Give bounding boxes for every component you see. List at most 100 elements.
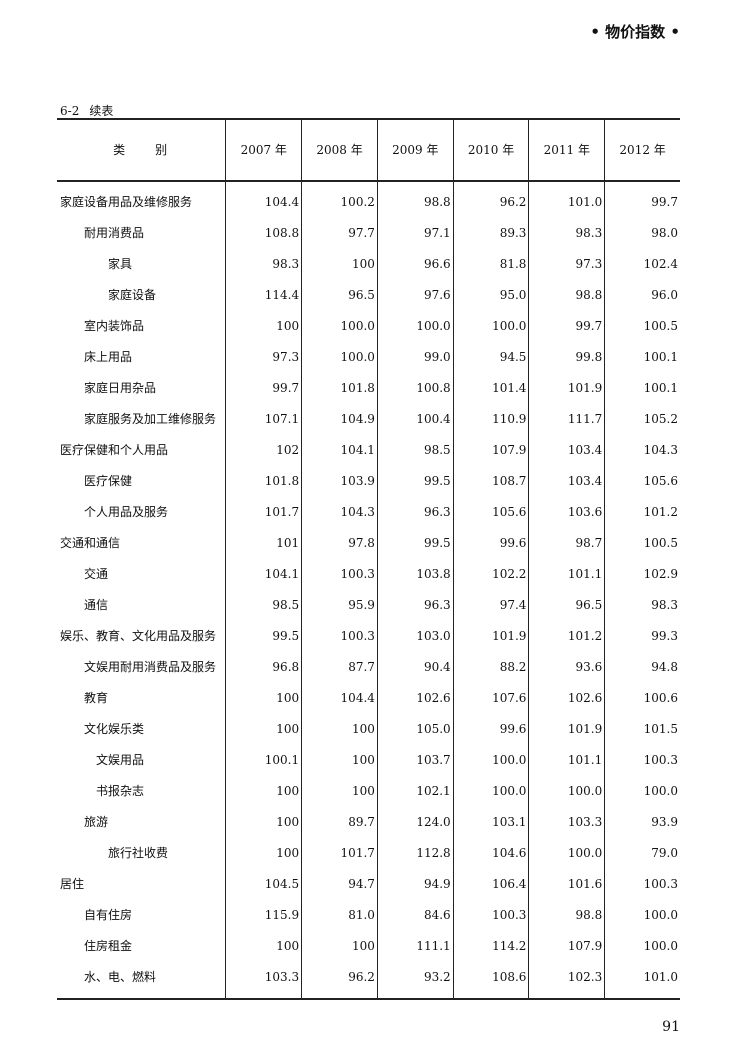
value-cell: 104.1: [225, 559, 302, 590]
category-cell: 家庭服务及加工维修服务: [57, 404, 227, 435]
year-header: 2008 年: [301, 118, 378, 182]
table-label: 6-2 续表: [57, 104, 680, 118]
value-cell: 95.9: [301, 590, 378, 621]
value-cell: 99.0: [376, 342, 454, 373]
value-cell: 96.8: [225, 652, 302, 683]
value-cell: 97.1: [376, 218, 454, 249]
value-cell: 81.8: [452, 249, 529, 280]
category-cell: 文化娱乐类: [57, 714, 227, 745]
table-row: 医疗保健和个人用品 102 104.1 98.5 107.9 103.4 104.3: [57, 435, 680, 466]
table-row: 自有住房 115.9 81.0 84.6 100.3 98.8 100.0: [57, 900, 680, 931]
value-cell: 103.6: [528, 497, 605, 528]
category-cell: 床上用品: [57, 342, 227, 373]
category-cell: 书报杂志: [57, 776, 227, 807]
category-cell: 旅游: [57, 807, 227, 838]
value-cell: 98.3: [225, 249, 302, 280]
value-cell: 102.4: [604, 249, 680, 280]
value-cell: 100.3: [301, 621, 378, 652]
value-cell: 89.3: [452, 218, 529, 249]
value-cell: 97.7: [301, 218, 378, 249]
table-row: 水、电、燃料 103.3 96.2 93.2 108.6 102.3 101.0: [57, 962, 680, 1000]
table-row: 耐用消费品 108.8 97.7 97.1 89.3 98.3 98.0: [57, 218, 680, 249]
header-row: 类 别 2007 年 2008 年 2009 年 2010 年 2011 年 2…: [57, 118, 680, 182]
value-cell: 105.6: [604, 466, 680, 497]
value-cell: 107.9: [528, 931, 605, 962]
value-cell: 101.1: [528, 559, 605, 590]
category-cell: 娱乐、教育、文化用品及服务: [57, 621, 227, 652]
category-cell: 自有住房: [57, 900, 227, 931]
value-cell: 103.8: [376, 559, 454, 590]
value-cell: 99.5: [376, 528, 454, 559]
table-row: 旅游 100 89.7 124.0 103.1 103.3 93.9: [57, 807, 680, 838]
value-cell: 103.1: [452, 807, 529, 838]
table-row: 娱乐、教育、文化用品及服务 99.5 100.3 103.0 101.9 101.2 99.…: [57, 621, 680, 652]
value-cell: 95.0: [452, 280, 529, 311]
value-cell: 103.4: [528, 466, 605, 497]
value-cell: 98.7: [528, 528, 605, 559]
value-cell: 100.5: [604, 528, 680, 559]
category-cell: 旅行社收费: [57, 838, 227, 869]
value-cell: 101: [225, 528, 302, 559]
table-row: 床上用品 97.3 100.0 99.0 94.5 99.8 100.1: [57, 342, 680, 373]
table-row: 住房租金 100 100 111.1 114.2 107.9 100.0: [57, 931, 680, 962]
table-row: 家庭设备用品及维修服务 104.4 100.2 98.8 96.2 101.0 99.7: [57, 181, 680, 218]
value-cell: 100: [301, 714, 378, 745]
value-cell: 107.9: [452, 435, 529, 466]
value-cell: 114.2: [452, 931, 529, 962]
value-cell: 97.3: [528, 249, 605, 280]
value-cell: 99.7: [528, 311, 605, 342]
table-row: 医疗保健 101.8 103.9 99.5 108.7 103.4 105.6: [57, 466, 680, 497]
value-cell: 100.0: [528, 776, 605, 807]
table-row: 家庭服务及加工维修服务 107.1 104.9 100.4 110.9 111.7 105.…: [57, 404, 680, 435]
value-cell: 102.6: [528, 683, 605, 714]
category-cell: 通信: [57, 590, 227, 621]
value-cell: 101.9: [452, 621, 529, 652]
value-cell: 105.6: [452, 497, 529, 528]
value-cell: 96.3: [376, 497, 454, 528]
table-row: 家庭设备 114.4 96.5 97.6 95.0 98.8 96.0: [57, 280, 680, 311]
value-cell: 96.3: [376, 590, 454, 621]
value-cell: 101.7: [225, 497, 302, 528]
value-cell: 107.1: [225, 404, 302, 435]
value-cell: 98.8: [376, 181, 454, 218]
value-cell: 100.6: [604, 683, 680, 714]
value-cell: 98.5: [225, 590, 302, 621]
value-cell: 100: [225, 776, 302, 807]
value-cell: 99.5: [376, 466, 454, 497]
value-cell: 102.1: [376, 776, 454, 807]
value-cell: 100.0: [376, 311, 454, 342]
category-cell: 文娱用耐用消费品及服务: [57, 652, 227, 683]
year-header: 2011 年: [528, 118, 605, 182]
value-cell: 104.6: [452, 838, 529, 869]
value-cell: 110.9: [452, 404, 529, 435]
value-cell: 100.5: [604, 311, 680, 342]
value-cell: 108.6: [452, 962, 529, 1000]
value-cell: 101.4: [452, 373, 529, 404]
value-cell: 98.3: [604, 590, 680, 621]
value-cell: 108.8: [225, 218, 302, 249]
value-cell: 100.0: [452, 745, 529, 776]
value-cell: 100.2: [301, 181, 378, 218]
category-cell: 家庭日用杂品: [57, 373, 227, 404]
value-cell: 115.9: [225, 900, 302, 931]
value-cell: 102: [225, 435, 302, 466]
category-cell: 住房租金: [57, 931, 227, 962]
value-cell: 98.5: [376, 435, 454, 466]
category-cell: 家庭设备: [57, 280, 227, 311]
value-cell: 100: [225, 311, 302, 342]
value-cell: 90.4: [376, 652, 454, 683]
value-cell: 81.0: [301, 900, 378, 931]
category-cell: 居住: [57, 869, 227, 900]
category-cell: 室内装饰品: [57, 311, 227, 342]
value-cell: 100.1: [225, 745, 302, 776]
value-cell: 94.9: [376, 869, 454, 900]
table-number: 6-2: [60, 104, 80, 118]
value-cell: 104.4: [225, 181, 302, 218]
value-cell: 96.0: [604, 280, 680, 311]
value-cell: 101.8: [301, 373, 378, 404]
table-row: 通信 98.5 95.9 96.3 97.4 96.5 98.3: [57, 590, 680, 621]
table-row: 教育 100 104.4 102.6 107.6 102.6 100.6: [57, 683, 680, 714]
value-cell: 102.3: [528, 962, 605, 1000]
value-cell: 107.6: [452, 683, 529, 714]
value-cell: 97.6: [376, 280, 454, 311]
